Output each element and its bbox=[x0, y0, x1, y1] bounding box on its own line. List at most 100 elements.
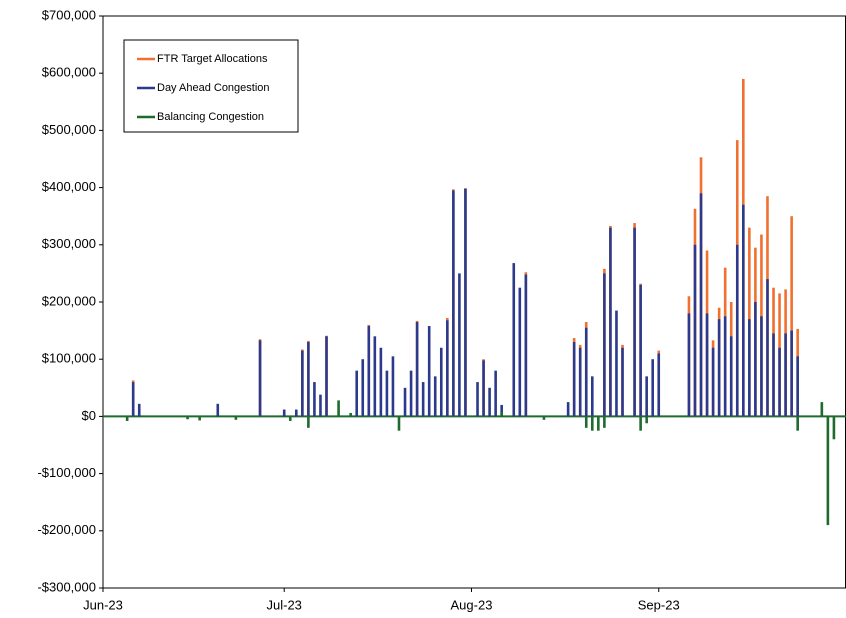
bar bbox=[754, 302, 757, 417]
bar bbox=[494, 370, 497, 417]
bar bbox=[621, 347, 624, 417]
y-tick-label: $300,000 bbox=[42, 236, 96, 251]
bar bbox=[397, 416, 401, 431]
bar bbox=[603, 416, 606, 428]
bar bbox=[307, 416, 310, 428]
legend: FTR Target Allocations Day Ahead Congesti… bbox=[123, 39, 299, 133]
bar bbox=[307, 342, 310, 417]
bar bbox=[729, 336, 733, 417]
bar bbox=[735, 244, 739, 417]
bar bbox=[361, 359, 365, 417]
bar bbox=[313, 382, 316, 417]
bar bbox=[488, 387, 491, 417]
bar bbox=[760, 316, 763, 417]
y-tick-label: $600,000 bbox=[42, 65, 96, 80]
bar bbox=[391, 356, 395, 417]
bar bbox=[717, 319, 721, 417]
bar bbox=[633, 227, 636, 417]
bar bbox=[748, 319, 751, 417]
bar bbox=[790, 330, 793, 417]
bar bbox=[349, 412, 352, 417]
bar bbox=[319, 394, 322, 417]
bar bbox=[542, 416, 546, 420]
bar bbox=[826, 416, 830, 526]
y-tick-label: $400,000 bbox=[42, 179, 96, 194]
bar bbox=[651, 359, 654, 417]
bar bbox=[500, 404, 503, 417]
bar bbox=[137, 403, 141, 417]
bar bbox=[796, 416, 799, 431]
bar bbox=[476, 382, 479, 417]
y-tick-label: $0 bbox=[82, 408, 96, 423]
bar bbox=[518, 287, 522, 417]
bar bbox=[615, 310, 618, 417]
bar bbox=[590, 416, 594, 431]
bar bbox=[500, 411, 503, 417]
bar bbox=[458, 273, 461, 417]
legend-label: Balancing Congestion bbox=[157, 111, 264, 123]
bar bbox=[524, 274, 528, 417]
legend-label: FTR Target Allocations bbox=[157, 53, 268, 65]
bar bbox=[403, 387, 407, 417]
y-tick-label: -$100,000 bbox=[37, 465, 96, 480]
bar bbox=[645, 376, 648, 417]
bar bbox=[258, 340, 262, 417]
legend-label: Day Ahead Congestion bbox=[157, 82, 270, 94]
bar bbox=[772, 333, 775, 417]
bar bbox=[482, 360, 485, 417]
bar bbox=[584, 327, 588, 417]
bar bbox=[705, 313, 709, 417]
bar bbox=[832, 416, 836, 440]
bar bbox=[693, 244, 697, 417]
bar bbox=[512, 263, 516, 417]
bar bbox=[409, 370, 413, 417]
bar bbox=[325, 336, 328, 417]
bar bbox=[421, 382, 425, 417]
bar bbox=[584, 416, 588, 428]
bar bbox=[566, 402, 570, 417]
x-tick-label: Jun-23 bbox=[83, 597, 123, 612]
bar bbox=[597, 416, 600, 431]
y-tick-label: $500,000 bbox=[42, 122, 96, 137]
bar bbox=[415, 322, 419, 417]
bar bbox=[639, 284, 642, 417]
y-tick-label: -$200,000 bbox=[37, 522, 96, 537]
bar bbox=[742, 204, 745, 417]
bar bbox=[433, 376, 437, 417]
bar bbox=[790, 216, 793, 417]
bar bbox=[820, 402, 824, 417]
bar bbox=[337, 400, 340, 417]
bar bbox=[301, 350, 304, 417]
y-tick-label: $700,000 bbox=[42, 7, 96, 22]
bar bbox=[295, 409, 298, 417]
bar bbox=[198, 416, 201, 421]
bar bbox=[639, 416, 642, 431]
bar bbox=[367, 326, 371, 417]
bar bbox=[373, 336, 377, 417]
bar bbox=[216, 403, 220, 417]
bar bbox=[379, 347, 383, 417]
bar bbox=[778, 347, 781, 417]
bar bbox=[464, 188, 467, 417]
x-tick-label: Jul-23 bbox=[267, 597, 302, 612]
bar bbox=[711, 347, 715, 417]
bar bbox=[186, 416, 189, 420]
bar bbox=[796, 356, 799, 417]
bar bbox=[446, 320, 449, 417]
bar bbox=[282, 409, 286, 417]
x-tick-label: Sep-23 bbox=[638, 597, 680, 612]
bar bbox=[439, 347, 443, 417]
y-tick-label: $200,000 bbox=[42, 293, 96, 308]
bar bbox=[234, 416, 238, 420]
y-tick-label: $100,000 bbox=[42, 351, 96, 366]
bar bbox=[131, 382, 135, 417]
bar bbox=[427, 326, 431, 417]
bar bbox=[609, 227, 612, 417]
bar bbox=[125, 416, 129, 421]
bar bbox=[723, 316, 727, 417]
bar bbox=[603, 273, 606, 417]
bar bbox=[699, 193, 703, 417]
bar bbox=[590, 376, 594, 417]
bar bbox=[645, 416, 648, 424]
bar bbox=[687, 313, 691, 417]
